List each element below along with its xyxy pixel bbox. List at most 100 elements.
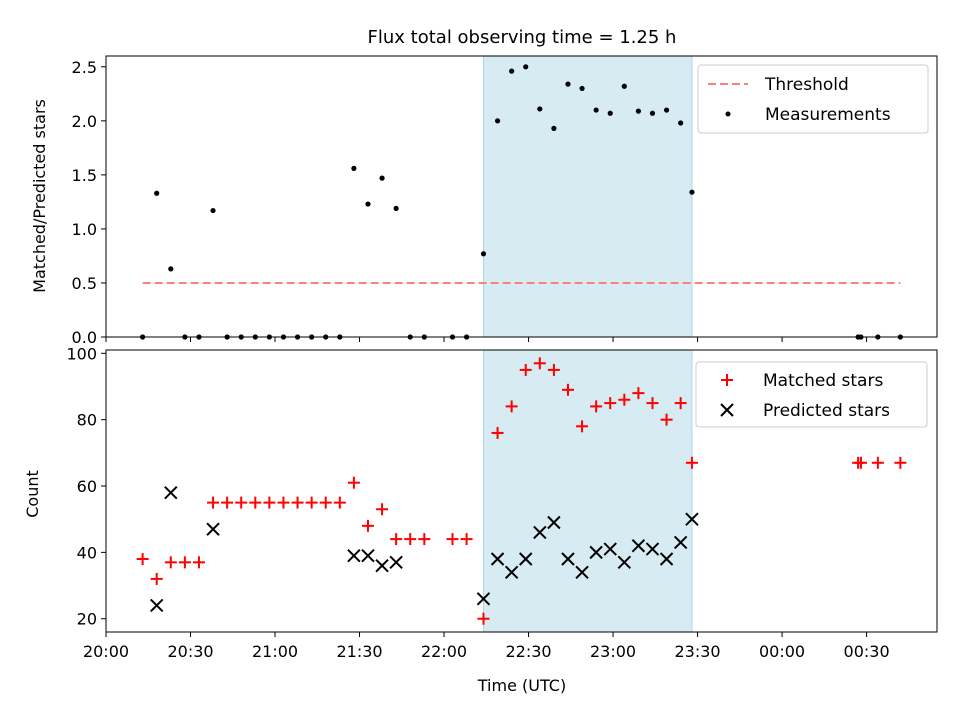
chart-title: Flux total observing time = 1.25 h bbox=[368, 27, 677, 48]
matched-star-point bbox=[660, 413, 673, 426]
bottom-legend: Matched stars Predicted stars bbox=[695, 361, 928, 428]
matched-star-point bbox=[361, 519, 374, 532]
matched-star-point bbox=[632, 387, 645, 400]
x-tick-label: 22:00 bbox=[421, 642, 467, 661]
predicted-star-point bbox=[645, 542, 660, 556]
measurement-point bbox=[663, 107, 670, 113]
predicted-star-point bbox=[206, 522, 220, 536]
matched-star-point bbox=[333, 496, 346, 509]
predicted-star-point bbox=[575, 565, 589, 579]
measurement-point bbox=[210, 207, 216, 214]
measurement-point bbox=[678, 120, 684, 126]
predicted-star-point bbox=[149, 598, 164, 613]
bottom-observing-window bbox=[482, 349, 693, 633]
top-y-tick-label: 2.0 bbox=[72, 112, 97, 131]
matched-star-point bbox=[347, 476, 360, 489]
top-y-tick-label: 1.0 bbox=[72, 220, 97, 239]
top-x-ticks bbox=[105, 337, 868, 342]
bottom-y-tick-label: 100 bbox=[66, 344, 97, 363]
predicted-star-point bbox=[476, 592, 491, 606]
matched-star-point bbox=[446, 533, 459, 546]
measurement-point bbox=[393, 205, 399, 211]
matched-star-point bbox=[604, 397, 617, 410]
x-tick-label: 00:00 bbox=[759, 642, 805, 661]
predicted-star-point bbox=[561, 552, 575, 566]
matched-star-point bbox=[418, 533, 431, 546]
predicted-star-point bbox=[617, 555, 632, 570]
predicted-star-point bbox=[504, 565, 519, 579]
matched-star-point bbox=[235, 496, 248, 509]
x-tick-label: 00:30 bbox=[844, 642, 890, 661]
matched-star-point bbox=[533, 357, 546, 370]
predicted-star-point bbox=[389, 555, 403, 570]
measurement-point bbox=[154, 190, 160, 196]
legend-threshold-label: Threshold bbox=[764, 75, 849, 95]
measurement-point bbox=[480, 251, 487, 257]
matched-star-point bbox=[221, 496, 234, 509]
bottom-y-tick-label: 40 bbox=[77, 543, 97, 562]
matched-star-point bbox=[207, 496, 220, 509]
matched-star-point bbox=[618, 393, 631, 406]
legend-measurements-label: Measurements bbox=[765, 105, 891, 125]
matched-star-point bbox=[491, 426, 504, 439]
measurement-point bbox=[379, 175, 385, 181]
bottom-axes-frame bbox=[105, 349, 938, 633]
predicted-star-point bbox=[164, 485, 178, 500]
matched-star-point bbox=[674, 397, 687, 410]
predicted-star-point bbox=[533, 525, 547, 540]
top-panel: 0.0 0.5 1.0 1.5 2.0 2.5 Matched/Predicted sta… bbox=[30, 55, 938, 347]
measurement-point bbox=[607, 110, 613, 116]
measurement-point bbox=[509, 68, 515, 74]
bottom-y-tick-label: 60 bbox=[77, 477, 97, 496]
predicted-star-point bbox=[347, 548, 361, 563]
predicted-star-point bbox=[361, 548, 375, 563]
matched-star-point bbox=[646, 397, 659, 410]
matched-star-point bbox=[561, 383, 574, 396]
legend-predicted-label: Predicted stars bbox=[763, 401, 890, 421]
matched-star-point bbox=[576, 420, 589, 433]
predicted-star-point bbox=[659, 552, 674, 566]
predicted-star-point bbox=[673, 535, 688, 550]
bottom-y-ticks: 20 40 60 80 100 bbox=[66, 344, 106, 629]
matched-star-point bbox=[519, 363, 532, 376]
measurement-point bbox=[635, 108, 642, 114]
matched-star-point bbox=[319, 496, 332, 509]
measurement-point bbox=[689, 189, 695, 195]
matched-star-point bbox=[871, 456, 884, 469]
x-tick-label: 22:30 bbox=[505, 642, 551, 661]
predicted-star-point bbox=[490, 552, 505, 566]
matched-star-point bbox=[178, 556, 191, 569]
predicted-star-point bbox=[375, 558, 389, 573]
measurement-point bbox=[494, 118, 501, 124]
x-tick-label: 21:00 bbox=[252, 642, 298, 661]
top-y-axis-label: Matched/Predicted stars bbox=[30, 99, 49, 293]
legend-matched-label: Matched stars bbox=[763, 371, 883, 391]
top-y-tick-label: 0.5 bbox=[72, 274, 97, 293]
measurement-point bbox=[579, 85, 585, 92]
matched-star-point bbox=[277, 496, 290, 509]
top-y-tick-label: 2.5 bbox=[72, 58, 97, 77]
bottom-series bbox=[136, 357, 907, 625]
top-legend: Threshold Measurements bbox=[697, 64, 929, 134]
x-tick-label: 21:30 bbox=[336, 642, 382, 661]
measurement-point bbox=[365, 201, 371, 207]
legend-predicted-marker bbox=[720, 403, 734, 417]
predicted-star-point bbox=[631, 539, 646, 553]
matched-star-point bbox=[249, 496, 262, 509]
matched-star-point bbox=[136, 553, 149, 566]
x-axis-label: Time (UTC) bbox=[477, 676, 566, 695]
matched-star-point bbox=[390, 533, 403, 546]
matched-star-point bbox=[150, 572, 163, 585]
matched-star-point bbox=[460, 533, 473, 546]
predicted-star-point bbox=[519, 552, 533, 566]
predicted-star-point bbox=[603, 542, 617, 556]
legend-matched-marker bbox=[721, 374, 733, 386]
bottom-y-axis-label: Count bbox=[23, 470, 42, 518]
measurement-point bbox=[537, 106, 543, 112]
measurement-point bbox=[551, 125, 557, 132]
x-tick-label: 20:30 bbox=[167, 642, 213, 661]
bottom-panel: 20 40 60 80 100 20:00 20:30 21:00 21:30 22:00 22:… bbox=[23, 344, 938, 695]
predicted-star-point bbox=[685, 512, 699, 526]
measurement-point bbox=[593, 107, 599, 113]
matched-star-point bbox=[685, 456, 698, 469]
